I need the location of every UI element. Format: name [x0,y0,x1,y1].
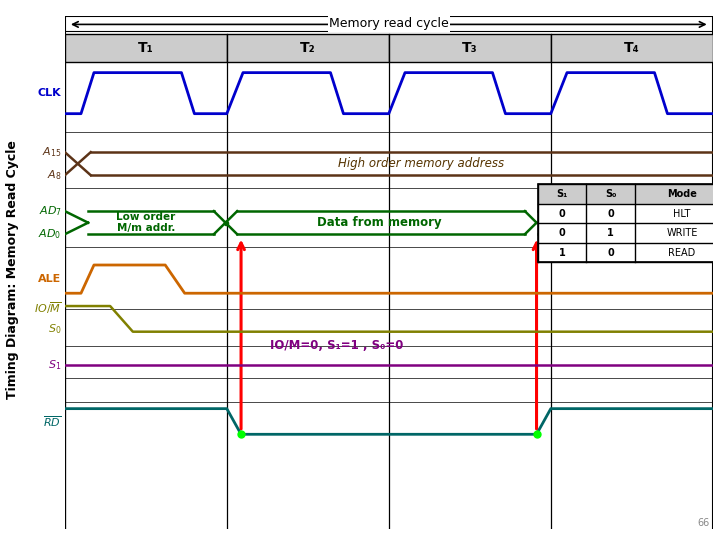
Text: T₂: T₂ [300,41,315,55]
Text: S₁: S₁ [557,189,568,199]
Text: Low order
M/m addr.: Low order M/m addr. [116,212,176,233]
Text: 66: 66 [697,518,709,528]
Text: $\overline{RD}$: $\overline{RD}$ [43,414,61,429]
Text: $A_{15}$: $A_{15}$ [42,145,61,159]
Text: Timing Diagram: Memory Read Cycle: Timing Diagram: Memory Read Cycle [6,140,19,400]
Text: HLT: HLT [673,208,690,219]
Text: 1: 1 [608,228,614,238]
Text: S₀: S₀ [605,189,616,199]
Text: $S_{1}$: $S_{1}$ [48,358,61,372]
Bar [538,185,720,204]
Text: ALE: ALE [38,274,61,284]
Text: 0: 0 [608,248,614,258]
Bar [538,185,720,262]
Text: 0: 0 [559,228,565,238]
Text: READ: READ [668,248,696,258]
Text: 0: 0 [559,208,565,219]
Text: $IO/\overline{M}$: $IO/\overline{M}$ [34,301,61,316]
Text: CLK: CLK [38,88,61,98]
Text: IO/M=0, S₁=1 , S₀=0: IO/M=0, S₁=1 , S₀=0 [270,339,404,352]
Bar [389,34,551,62]
Text: $AD_{0}$: $AD_{0}$ [38,227,61,241]
Text: Data from memory: Data from memory [317,216,441,229]
Text: $A_{8}$: $A_{8}$ [47,168,61,182]
Text: WRITE: WRITE [666,228,698,238]
Text: T₃: T₃ [462,41,477,55]
Text: T₁: T₁ [138,41,153,55]
Text: T₄: T₄ [624,41,639,55]
Bar [227,34,389,62]
Text: Mode: Mode [667,189,697,199]
Text: Memory read cycle: Memory read cycle [329,17,449,30]
Text: High order memory address: High order memory address [338,157,504,170]
Text: $S_{0}$: $S_{0}$ [48,322,61,336]
Bar [551,34,713,62]
Text: $AD_{7}$: $AD_{7}$ [39,204,61,218]
Text: 1: 1 [559,248,565,258]
Text: 0: 0 [608,208,614,219]
Bar [65,34,227,62]
